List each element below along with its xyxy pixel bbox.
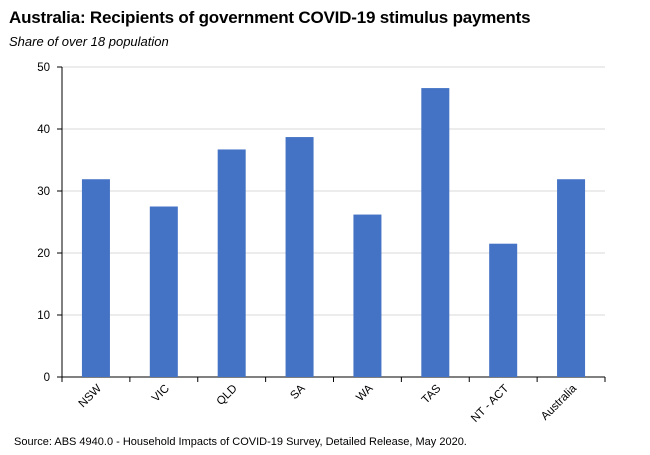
x-tick-label: NT - ACT [469, 383, 511, 425]
chart-title: Australia: Recipients of government COVI… [9, 8, 531, 27]
x-tick-label: VIC [150, 383, 172, 405]
y-tick-label: 50 [37, 62, 50, 74]
x-tick-label: NSW [77, 383, 105, 411]
y-tick-label: 20 [37, 248, 50, 260]
bar-nsw [81, 179, 110, 377]
chart-subtitle: Share of over 18 population [9, 34, 169, 49]
x-tick-label: Australia [539, 382, 580, 423]
bar-vic [149, 206, 178, 377]
y-tick-label: 10 [37, 310, 50, 322]
bar-tas [421, 88, 450, 377]
x-tick-label: WA [354, 382, 376, 404]
bar-sa [285, 137, 314, 377]
y-tick-label: 30 [37, 186, 50, 198]
bar-qld [217, 149, 246, 377]
bar-australia [557, 179, 586, 377]
x-tick-label: QLD [215, 383, 240, 408]
x-tick-label: TAS [420, 382, 444, 406]
bar-nt-act [489, 243, 518, 377]
bar-wa [353, 214, 382, 377]
source-note: Source: ABS 4940.0 - Household Impacts o… [14, 436, 467, 448]
y-tick-label: 40 [37, 124, 50, 136]
y-tick-label: 0 [44, 372, 50, 384]
x-tick-label: SA [288, 382, 308, 402]
